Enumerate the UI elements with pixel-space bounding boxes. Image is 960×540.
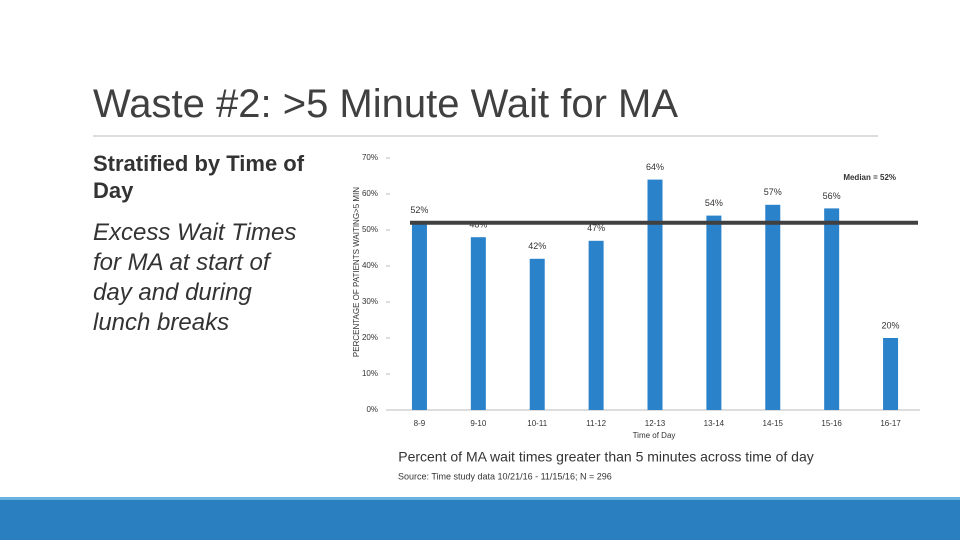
y-tick-label: 10% <box>362 369 378 378</box>
bar <box>883 338 899 410</box>
value-label: 54% <box>705 198 723 208</box>
caption: Percent of MA wait times greater than 5 … <box>398 449 814 465</box>
value-label: 64% <box>646 162 664 172</box>
x-tick-label: 16-17 <box>880 419 901 428</box>
bar <box>470 237 486 410</box>
y-tick-label: 30% <box>362 297 378 306</box>
slide-heading: Stratified by Time of Day <box>93 151 305 203</box>
x-tick-label: 10-11 <box>527 419 547 428</box>
footer-strip <box>0 497 960 500</box>
y-tick-label: 50% <box>362 225 378 234</box>
x-tick-label: 15-16 <box>821 419 842 428</box>
value-label: 47% <box>587 223 605 233</box>
bar <box>529 258 545 410</box>
source: Source: Time study data 10/21/16 - 11/15… <box>398 471 612 481</box>
footer-band <box>0 500 960 540</box>
value-label: 20% <box>882 320 900 330</box>
x-tick-label: 8-9 <box>414 419 426 428</box>
y-tick-label: 70% <box>362 153 378 162</box>
value-label: 52% <box>410 205 428 215</box>
bar <box>588 240 604 410</box>
bar <box>765 204 781 410</box>
bar <box>647 179 663 410</box>
value-label: 56% <box>823 191 841 201</box>
median-label: Median = 52% <box>843 173 896 182</box>
x-axis-label: Time of Day <box>633 431 676 440</box>
x-tick-label: 11-12 <box>586 419 606 428</box>
x-tick-label: 14-15 <box>763 419 784 428</box>
x-tick-label: 9-10 <box>470 419 487 428</box>
x-tick-label: 13-14 <box>704 419 725 428</box>
slide-title: Waste #2: >5 Minute Wait for MA <box>93 82 679 126</box>
bar <box>706 215 722 410</box>
bar <box>824 208 840 410</box>
y-tick-label: 0% <box>366 405 378 414</box>
y-tick-label: 40% <box>362 261 378 270</box>
y-tick-label: 60% <box>362 189 378 198</box>
y-axis-label: PERCENTAGE OF PATIENTS WAITING>5 MIN <box>352 187 361 357</box>
bar <box>411 222 427 410</box>
value-label: 57% <box>764 187 782 197</box>
x-tick-label: 12-13 <box>645 419 666 428</box>
slide-body: Excess Wait Times for MA at start of day… <box>93 219 297 336</box>
y-tick-label: 20% <box>362 333 378 342</box>
value-label: 42% <box>528 241 546 251</box>
